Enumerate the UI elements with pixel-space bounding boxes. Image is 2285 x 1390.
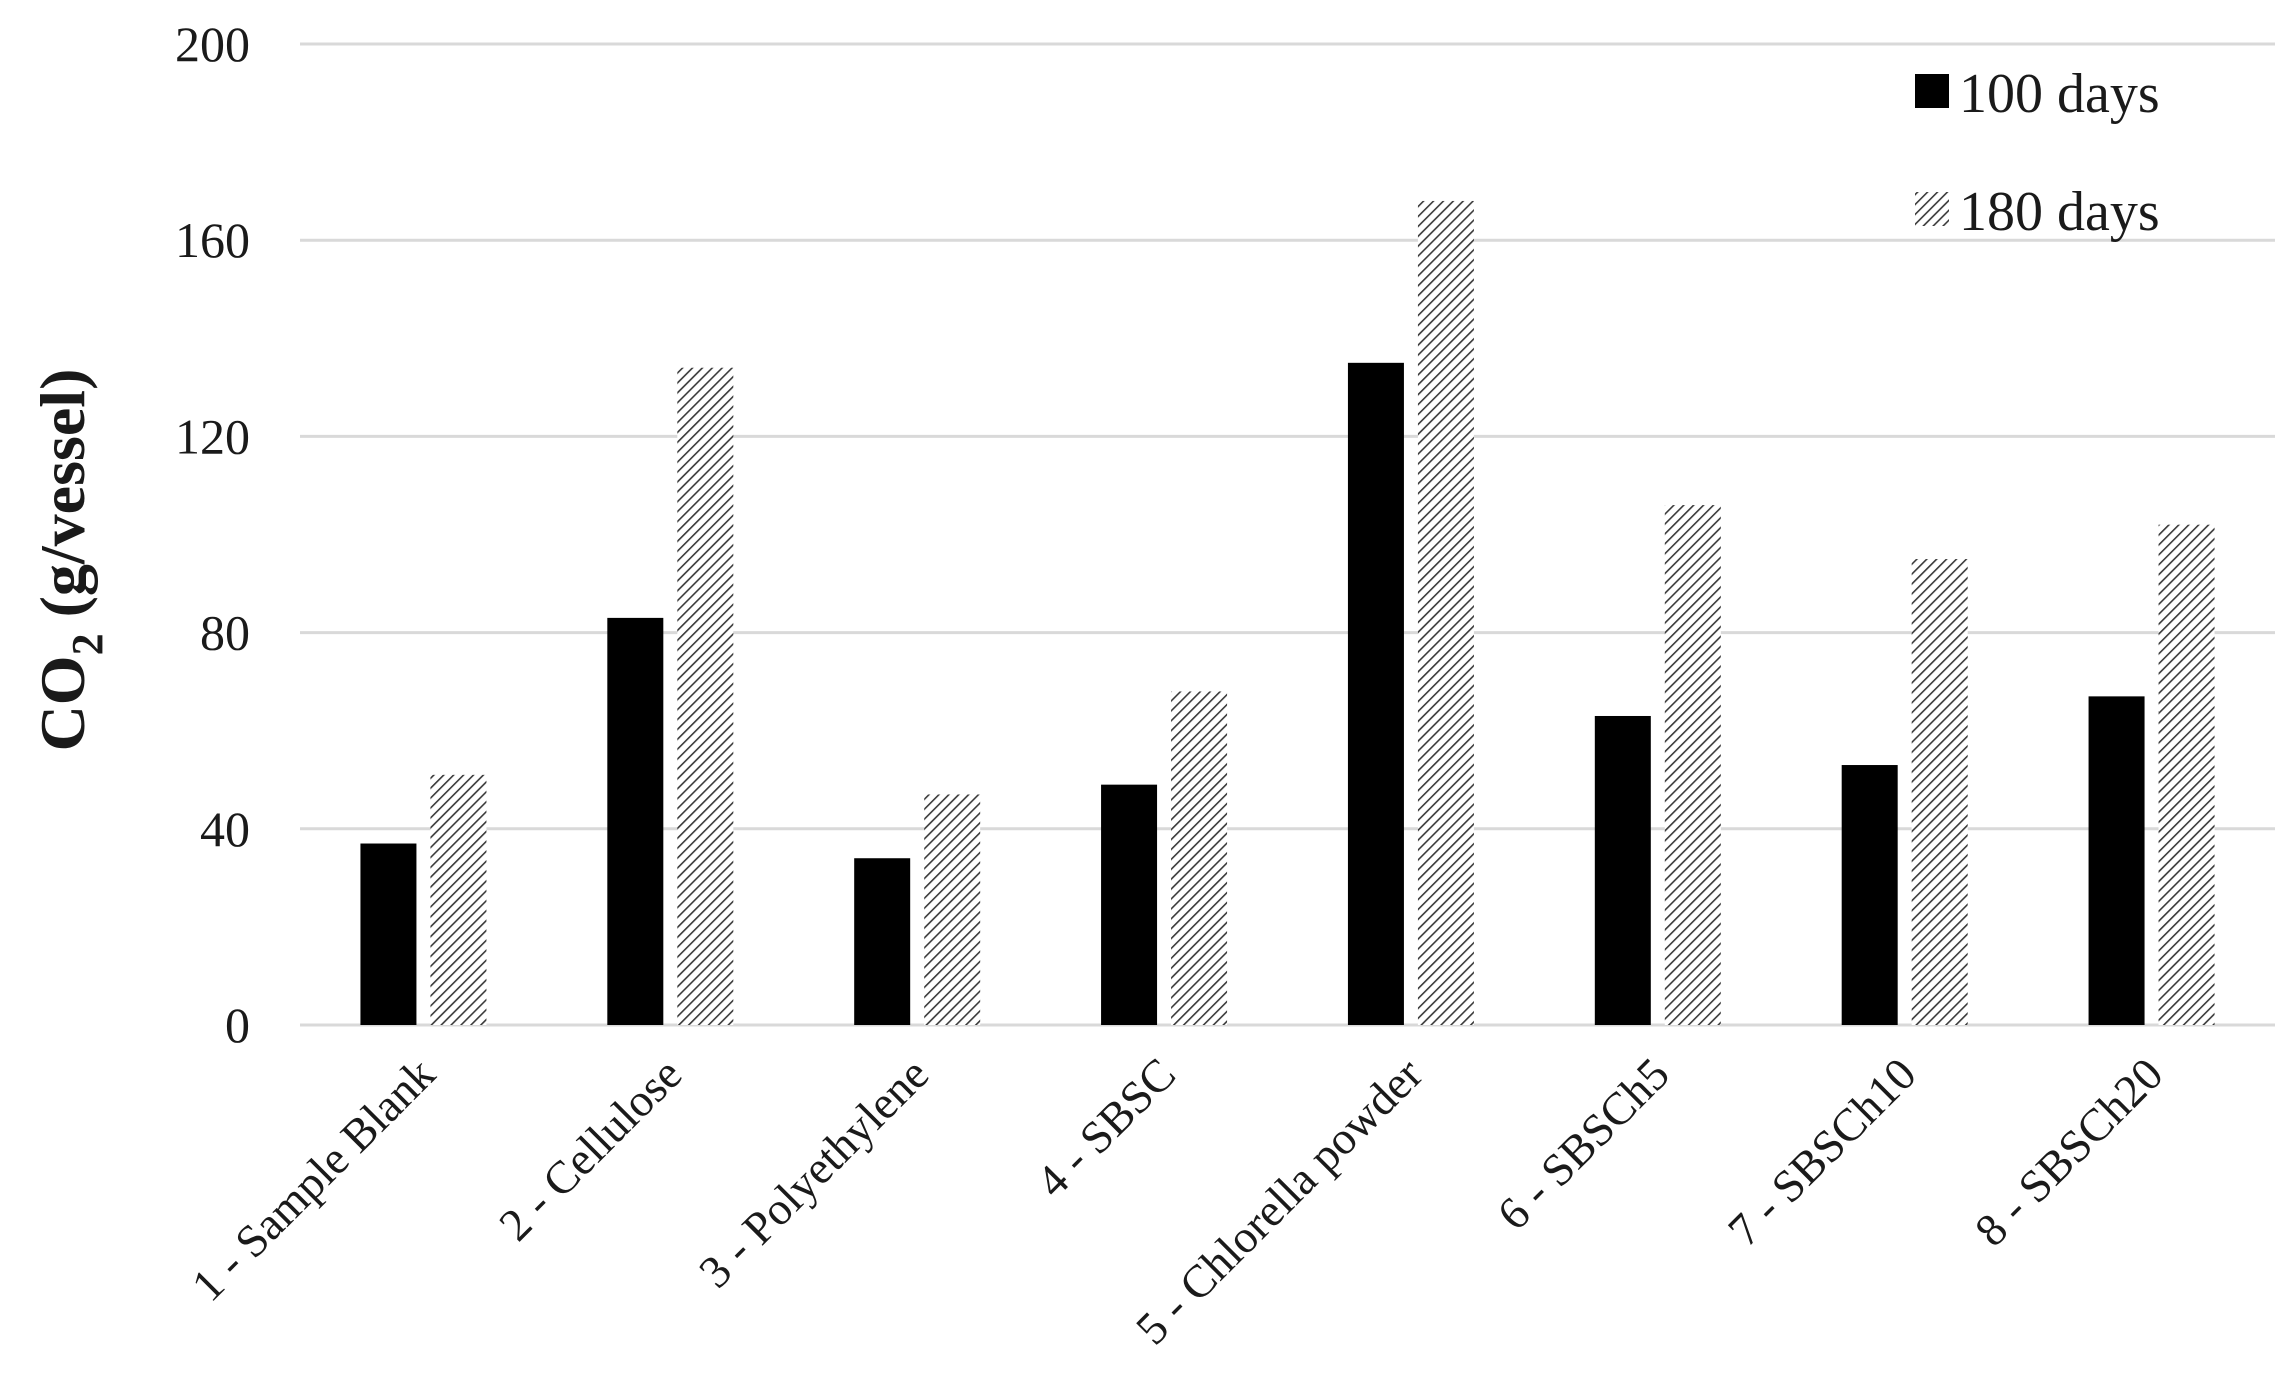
bar-180-days-1 [430, 774, 487, 1025]
bar-100-days-4 [1101, 784, 1158, 1025]
bar-100-days-8 [2088, 696, 2145, 1025]
x-category-label-1: 1 - Sample Blank [182, 1048, 445, 1311]
legend-swatch-100-days [1915, 74, 1949, 108]
bar-100-days-6 [1594, 715, 1651, 1025]
bar-100-days-1 [360, 843, 417, 1025]
bar-180-days-2 [677, 367, 734, 1026]
y-axis-title: CO2 (g/vessel) [27, 369, 112, 752]
y-axis-tick-labels: 0 40 80 120 160 200 [175, 16, 250, 1053]
y-tick-label-160: 160 [175, 212, 250, 268]
bar-180-days-6 [1664, 505, 1721, 1025]
y-tick-label-120: 120 [175, 408, 250, 464]
bar-180-days-7 [1911, 559, 1968, 1025]
x-category-label-4: 4 - SBSC [1026, 1048, 1185, 1207]
y-tick-label-200: 200 [175, 16, 250, 72]
bar-180-days-5 [1417, 200, 1474, 1025]
legend: 100 days 180 days [1915, 63, 2160, 243]
y-axis-label: CO2 (g/vessel) [27, 369, 112, 752]
legend-label-180-days: 180 days [1959, 181, 2160, 243]
y-tick-label-0: 0 [225, 997, 250, 1053]
bars [360, 200, 2215, 1026]
bar-100-days-5 [1347, 362, 1404, 1025]
bar-100-days-3 [854, 858, 911, 1025]
x-category-label-8: 8 - SBSCh20 [1965, 1048, 2173, 1256]
x-category-label-6: 6 - SBSCh5 [1487, 1048, 1679, 1240]
y-tick-label-40: 40 [200, 801, 250, 857]
legend-label-100-days: 100 days [1959, 63, 2160, 125]
x-category-label-7: 7 - SBSCh10 [1718, 1048, 1926, 1256]
y-tick-label-80: 80 [200, 605, 250, 661]
bar-180-days-8 [2158, 524, 2215, 1025]
x-category-label-2: 2 - Cellulose [489, 1048, 691, 1250]
x-category-label-3: 3 - Polyethylene [689, 1048, 938, 1297]
bar-180-days-3 [924, 794, 981, 1025]
bar-100-days-2 [607, 617, 664, 1025]
bar-100-days-7 [1841, 765, 1898, 1025]
legend-swatch-180-days [1915, 192, 1949, 226]
bar-180-days-4 [1171, 691, 1228, 1025]
